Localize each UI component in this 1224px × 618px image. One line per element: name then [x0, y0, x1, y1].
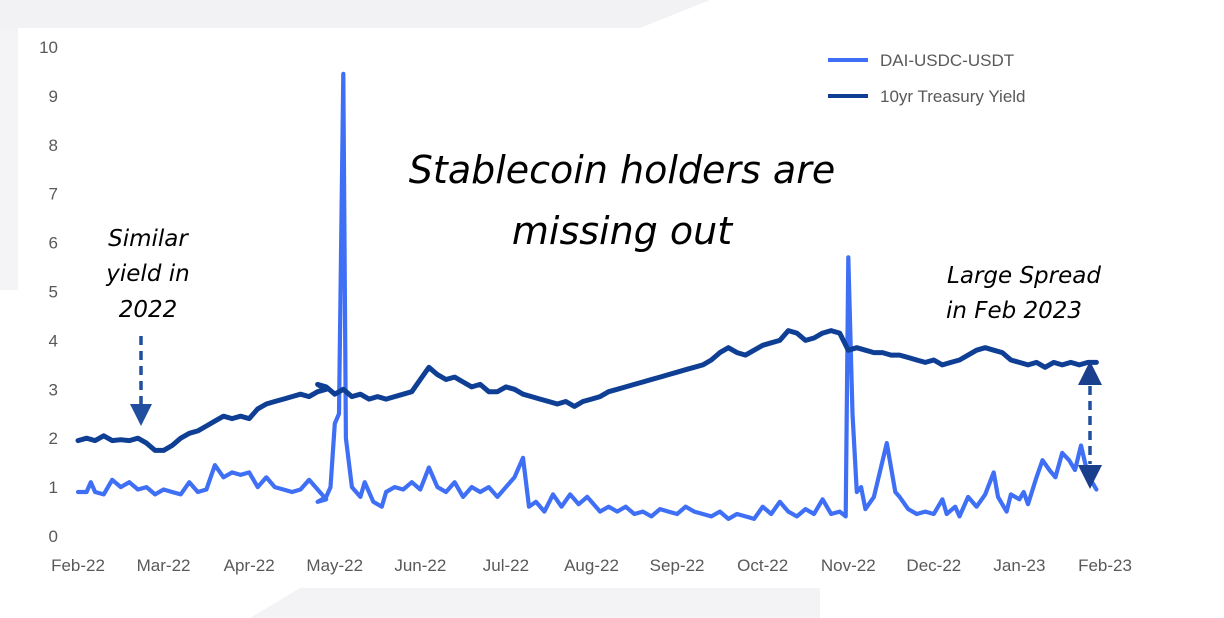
annotation-down-arrowhead: [130, 404, 152, 426]
y-tick-label: 4: [49, 331, 58, 350]
legend-label-dai: DAI-USDC-USDT: [880, 51, 1014, 70]
annotation-large-spread: Large Spread in Feb 2023: [946, 263, 1102, 489]
y-tick-label: 5: [49, 283, 58, 302]
annotation-similar-line-1: Similar: [108, 226, 189, 252]
x-tick-label: Aug-22: [564, 556, 619, 575]
x-axis-ticks: Feb-22 Mar-22 Apr-22 May-22 Jun-22 Jul-22 Aug-…: [51, 556, 1132, 575]
series-line-1: [75, 328, 1099, 453]
x-tick-label: Nov-22: [821, 556, 876, 575]
x-tick-label: Feb-22: [51, 556, 105, 575]
x-tick-label: Mar-22: [137, 556, 191, 575]
spread-arrowhead-up: [1078, 361, 1102, 385]
x-tick-label: Jan-23: [993, 556, 1045, 575]
y-tick-label: 3: [49, 380, 58, 399]
annotation-similar-yield: Similar yield in 2022: [105, 226, 190, 426]
y-axis-ticks: 0 1 2 3 4 5 6 7 8 9 10: [39, 38, 58, 546]
y-tick-label: 7: [49, 185, 58, 204]
x-tick-label: Feb-23: [1078, 556, 1132, 575]
y-tick-label: 6: [49, 234, 58, 253]
x-tick-label: May-22: [306, 556, 363, 575]
legend: DAI-USDC-USDT 10yr Treasury Yield: [828, 51, 1026, 106]
x-tick-label: Oct-22: [737, 556, 788, 575]
legend-label-treasury: 10yr Treasury Yield: [880, 87, 1026, 106]
series-layer: [75, 71, 1099, 521]
annotation-spread-line-2: in Feb 2023: [946, 298, 1082, 324]
y-tick-label: 8: [49, 136, 58, 155]
y-tick-label: 0: [49, 527, 58, 546]
x-tick-label: Apr-22: [224, 556, 275, 575]
y-tick-label: 1: [49, 478, 58, 497]
y-tick-label: 2: [49, 429, 58, 448]
x-tick-label: Jun-22: [394, 556, 446, 575]
title-line-1: Stablecoin holders are: [409, 148, 835, 192]
x-tick-label: Dec-22: [906, 556, 961, 575]
annotation-spread-line-1: Large Spread: [947, 263, 1101, 289]
y-tick-label: 10: [39, 38, 58, 57]
x-tick-label: Jul-22: [483, 556, 529, 575]
annotation-similar-line-2: yield in: [105, 261, 189, 287]
annotation-similar-line-3: 2022: [119, 297, 178, 323]
chart-title: Stablecoin holders are missing out: [409, 148, 835, 253]
series-line-0: [75, 71, 1099, 521]
y-tick-label: 9: [49, 87, 58, 106]
title-line-2: missing out: [512, 209, 734, 253]
x-tick-label: Sep-22: [650, 556, 705, 575]
spread-arrowhead-down: [1078, 465, 1102, 489]
